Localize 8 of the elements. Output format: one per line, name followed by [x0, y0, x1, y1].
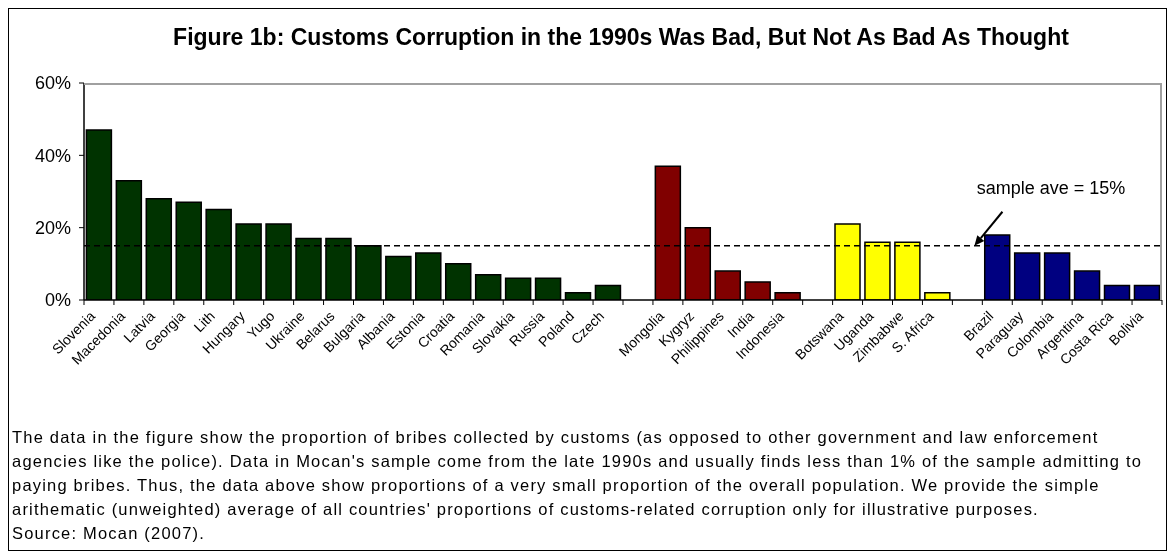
y-tick-label: 60% [34, 73, 71, 94]
chart-title: Figure 1b: Customs Corruption in the 1990s Was Bad, But Not As Bad As Thought [173, 24, 1069, 50]
text: The data in the figure show the proportion of bribes collected by customs (as opposed to other government and law enforcement agencies like the police). Data in Mocan's sample come from the late 1990s and usually finds less than 1% of the sample admitting to paying bribes. Thus, the data above show proportions of a very small proportion of the overall population. We provide the simple arithematic (unweighted) average of all countries' proportions of customs-related corruption only for illustrative purposes. [12, 427, 1144, 520]
ref-line-label: sample ave = 15% [976, 177, 1126, 198]
y-tick-label: 40% [34, 145, 71, 166]
y-tick-label: 20% [34, 218, 71, 239]
source-note: Source: Mocan (2007). [12, 523, 207, 544]
y-tick-label: 0% [44, 290, 71, 311]
